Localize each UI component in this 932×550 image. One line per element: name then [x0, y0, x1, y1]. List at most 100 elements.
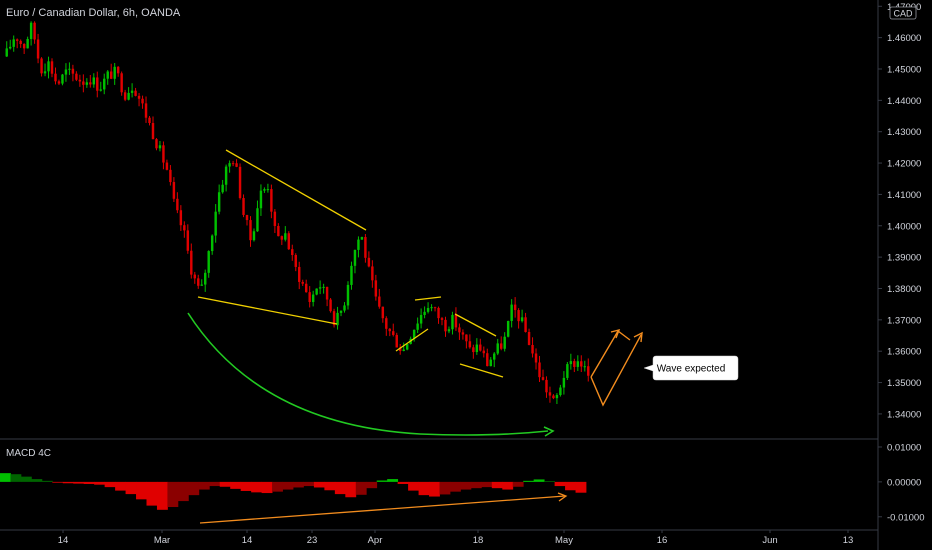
price-candle — [576, 355, 580, 371]
time-tick-label: May — [555, 535, 573, 546]
price-candle — [524, 312, 527, 333]
price-candle — [402, 342, 405, 352]
price-candle — [92, 73, 96, 88]
macd-bar — [408, 481, 419, 491]
price-candle — [395, 332, 398, 348]
flag-lower-line[interactable] — [395, 328, 429, 352]
price-candle — [430, 304, 433, 312]
macd-bar — [219, 481, 231, 487]
macd-bar — [209, 481, 221, 487]
price-candle — [190, 243, 193, 279]
macd-bar — [523, 480, 535, 482]
price-candle — [555, 393, 559, 404]
macd-tick-label: -0.01000 — [887, 512, 925, 523]
macd-bar — [10, 474, 22, 482]
flag-upper-line[interactable] — [454, 313, 497, 337]
price-tick-label: 1.42000 — [887, 159, 921, 170]
macd-bar — [565, 481, 576, 491]
flag-lower-line[interactable] — [459, 363, 504, 378]
rounding-bottom-arc[interactable] — [187, 312, 549, 436]
price-candle — [96, 71, 99, 98]
macd-bar — [481, 481, 493, 488]
macd-bar — [52, 481, 64, 483]
price-candle — [231, 160, 235, 167]
price-tick-label: 1.34000 — [887, 409, 921, 420]
price-candle — [329, 298, 332, 313]
symbol-title: Euro / Canadian Dollar, 6h, OANDA — [6, 7, 181, 19]
price-candle — [587, 358, 590, 382]
price-candle — [197, 274, 200, 289]
macd-bar — [429, 481, 440, 497]
macd-bar — [334, 481, 346, 495]
time-tick-label: 14 — [58, 535, 69, 546]
time-tick-label: 13 — [843, 535, 854, 546]
price-candle — [451, 311, 454, 335]
price-candle — [9, 39, 12, 50]
price-candle — [364, 234, 367, 263]
price-candle — [71, 64, 75, 82]
price-pane[interactable] — [5, 21, 590, 404]
macd-bar — [62, 481, 74, 484]
wave-arrow-second[interactable] — [590, 334, 642, 407]
wedge-lower-line[interactable] — [197, 296, 338, 325]
macd-tick-label: 0.01000 — [887, 442, 921, 453]
price-candle — [224, 164, 228, 192]
price-candle — [419, 308, 423, 329]
price-candle — [399, 343, 402, 355]
price-candle — [562, 371, 566, 395]
price-candle — [12, 35, 15, 52]
arc-arrowhead — [543, 426, 555, 437]
price-candle — [242, 194, 245, 218]
price-candle — [61, 73, 64, 86]
price-candle — [47, 56, 50, 79]
divergence-line[interactable] — [199, 495, 566, 524]
price-candle — [116, 66, 120, 77]
macd-bar — [261, 481, 273, 494]
price-candle — [89, 74, 92, 88]
price-candle — [503, 332, 506, 352]
macd-bar — [345, 481, 357, 498]
price-candle — [148, 115, 151, 126]
flag-upper-line[interactable] — [414, 296, 442, 301]
price-candle — [482, 346, 486, 358]
price-candle — [353, 249, 357, 274]
price-candle — [541, 369, 545, 381]
macd-bar — [470, 481, 482, 489]
price-candle — [318, 280, 322, 295]
price-candle — [552, 394, 555, 400]
price-candle — [266, 183, 270, 193]
annotation-layer — [187, 149, 643, 437]
price-candle — [277, 223, 280, 237]
price-candle — [304, 279, 308, 293]
price-candle — [461, 329, 465, 340]
price-candle — [291, 244, 294, 261]
price-candle — [252, 228, 256, 242]
time-axis[interactable]: 14 Mar 14 23 Apr 18 May 16 Jun 13 — [58, 530, 854, 546]
macd-bar — [83, 481, 95, 484]
macd-bar — [230, 481, 242, 489]
wave-expected-callout[interactable]: Wave expected — [643, 355, 739, 381]
macd-bar — [439, 481, 451, 495]
macd-axis[interactable]: 0.01000 0.00000 -0.01000 — [878, 442, 925, 523]
price-candle — [210, 234, 214, 255]
wedge-upper-line[interactable] — [225, 149, 367, 231]
price-tick-label: 1.46000 — [887, 33, 921, 44]
price-candle — [172, 177, 176, 202]
macd-bar — [544, 481, 556, 482]
macd-pane[interactable] — [0, 473, 587, 524]
macd-bar — [188, 481, 200, 496]
price-candle — [169, 165, 172, 186]
price-candle — [204, 269, 207, 292]
macd-bar — [533, 479, 545, 482]
macd-bar — [272, 481, 283, 492]
price-candle — [221, 179, 224, 194]
price-candle — [280, 235, 284, 245]
price-candle — [50, 58, 54, 78]
price-candle — [496, 338, 499, 356]
price-candle — [388, 328, 391, 337]
price-candle — [569, 353, 573, 370]
price-candle — [294, 253, 297, 272]
macd-bar — [366, 481, 378, 489]
